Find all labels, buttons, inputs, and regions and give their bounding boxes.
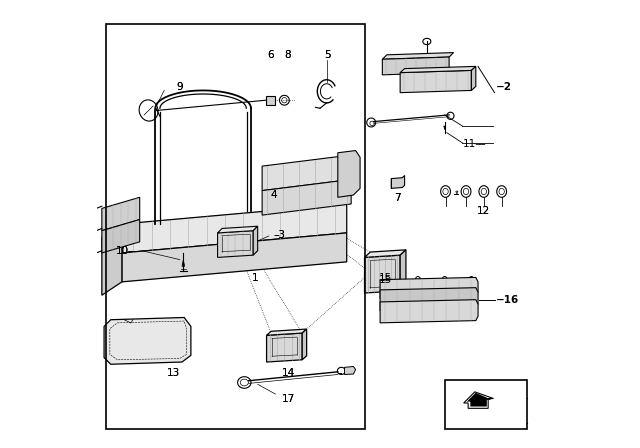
Polygon shape [182,260,185,266]
Text: 17: 17 [282,393,296,404]
Polygon shape [382,57,449,75]
Text: 7: 7 [395,193,401,203]
Text: 14: 14 [282,368,294,378]
Polygon shape [218,231,253,258]
Text: 15: 15 [380,273,392,283]
Text: 4: 4 [270,190,276,200]
Polygon shape [472,66,476,90]
Polygon shape [365,250,406,258]
Polygon shape [267,329,307,335]
Polygon shape [302,329,307,360]
Text: 13: 13 [166,368,180,378]
Text: 5: 5 [324,50,331,60]
Text: 7: 7 [395,193,401,203]
Polygon shape [102,197,140,231]
Bar [445,380,527,429]
Text: 14: 14 [282,368,294,378]
Polygon shape [338,151,360,197]
Text: 00210424: 00210424 [466,414,506,423]
Polygon shape [102,224,122,295]
Text: –3: –3 [275,230,285,240]
Text: –3: –3 [273,230,285,240]
Polygon shape [267,333,302,362]
Polygon shape [444,126,445,129]
Polygon shape [467,393,492,406]
Text: 8: 8 [285,50,291,60]
Polygon shape [104,318,191,364]
Text: 11—: 11— [463,139,486,149]
Polygon shape [122,204,347,253]
Text: 15: 15 [380,275,392,284]
Text: 9: 9 [177,82,183,92]
Text: 6: 6 [267,50,273,60]
Polygon shape [380,300,478,323]
Bar [106,24,365,429]
Polygon shape [391,176,404,188]
Text: 1: 1 [252,273,259,283]
Polygon shape [400,250,406,291]
Text: 6: 6 [267,50,273,60]
Polygon shape [365,255,400,293]
Polygon shape [380,277,478,299]
Polygon shape [400,70,472,93]
Text: 10—: 10— [116,246,140,256]
Polygon shape [102,220,140,253]
Polygon shape [122,233,347,282]
Text: 8: 8 [285,50,291,60]
Text: 12: 12 [477,206,490,215]
Text: 4: 4 [270,190,276,200]
Bar [266,96,275,105]
Polygon shape [463,392,493,408]
Text: 9: 9 [177,82,183,92]
Polygon shape [218,226,258,233]
Polygon shape [262,180,351,215]
Polygon shape [262,155,351,190]
Text: 13: 13 [166,368,180,378]
Text: −16: −16 [496,295,519,305]
Text: 5: 5 [324,50,331,60]
Text: 12: 12 [477,206,490,215]
Polygon shape [382,52,454,59]
Text: 17: 17 [282,393,296,404]
Polygon shape [400,66,476,73]
Polygon shape [253,226,258,255]
Polygon shape [380,288,478,311]
Text: 10—: 10— [116,246,140,256]
Text: 1: 1 [252,273,259,283]
Polygon shape [456,191,458,195]
Polygon shape [344,366,356,375]
Text: −2: −2 [496,82,512,92]
